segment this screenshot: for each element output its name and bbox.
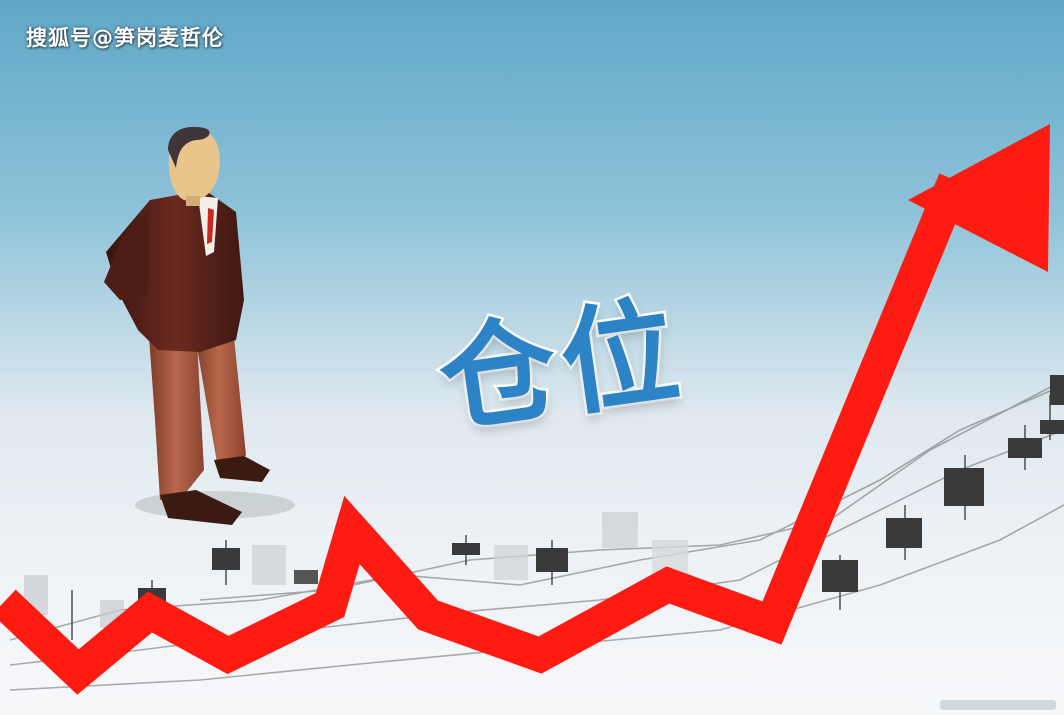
headline-text: 仓位: [429, 280, 694, 453]
candlestick-group: [24, 375, 1064, 640]
corner-logo-mark: [940, 700, 1056, 710]
watermark-text: 搜狐号@笋岗麦哲伦: [26, 26, 224, 50]
red-trend-arrow: [0, 124, 1050, 695]
businessman-figurine: [104, 126, 295, 525]
